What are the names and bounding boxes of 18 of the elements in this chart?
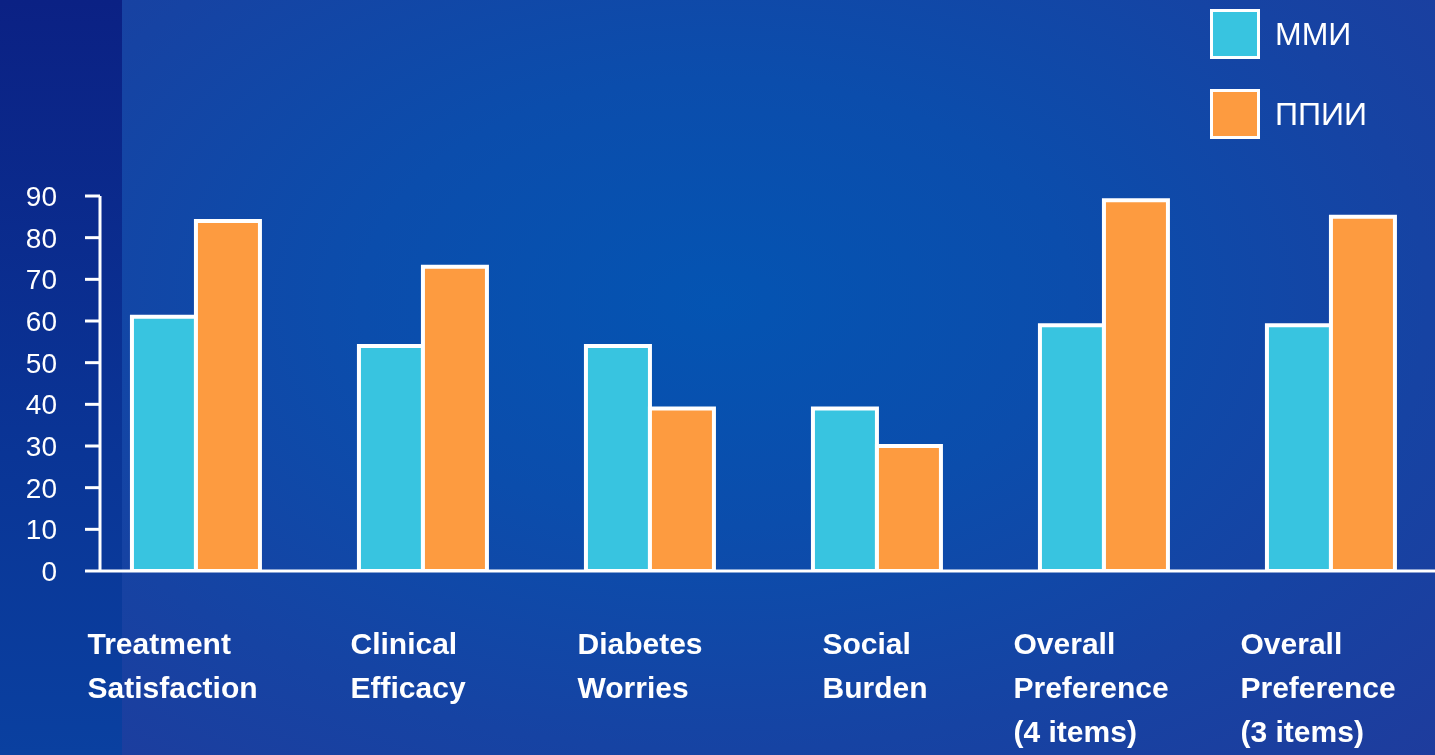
y-tick-label: 40 [25, 389, 57, 421]
legend-label: ММИ [1275, 16, 1352, 52]
x-tick-label: Clinical Efficacy [350, 627, 466, 704]
y-tick-label: 30 [25, 430, 57, 462]
y-tick-label: 70 [25, 264, 57, 296]
x-tick-label: Social Burden [822, 627, 928, 704]
y-tick-label: 60 [25, 305, 57, 337]
x-tick-label: Overall Preference (3 items) [1240, 627, 1396, 748]
x-tick-label: Treatment Satisfaction [87, 627, 258, 704]
x-tick-label: Overall Preference (4 items) [1013, 627, 1169, 748]
x-tick-label: Diabetes Worries [577, 627, 703, 704]
y-tick-label: 80 [25, 222, 57, 254]
legend-label: ППИИ [1275, 96, 1367, 132]
y-tick-label: 90 [25, 180, 57, 212]
y-tick-label: 20 [25, 472, 57, 504]
y-tick-label: 50 [25, 347, 57, 379]
y-tick-label: 10 [25, 514, 57, 546]
y-tick-label: 0 [41, 555, 57, 587]
